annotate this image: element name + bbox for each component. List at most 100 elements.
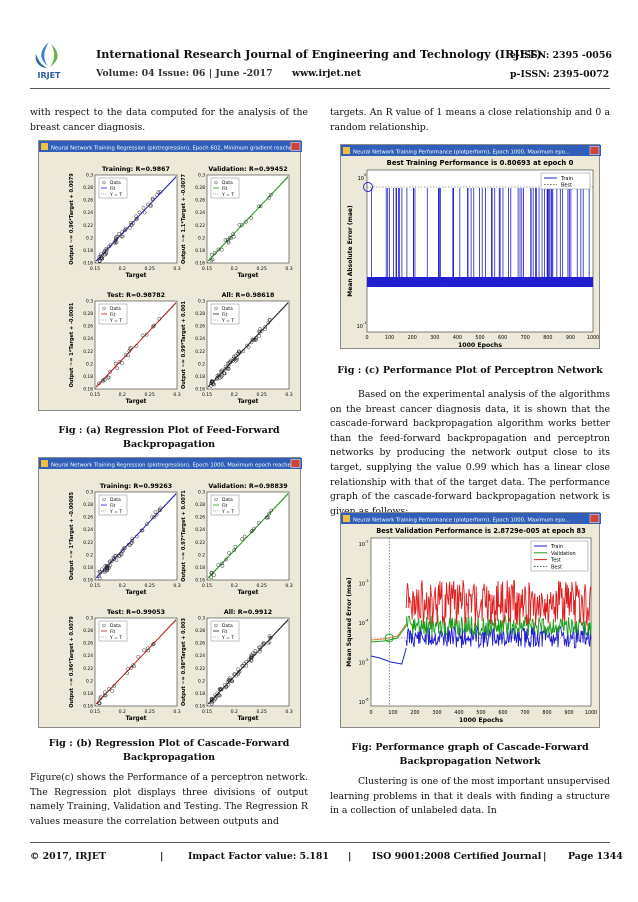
data-point bbox=[110, 689, 115, 693]
data-point bbox=[157, 317, 162, 321]
x-tick-label: 0.25 bbox=[145, 266, 155, 272]
x-tick-label: 800 bbox=[542, 710, 551, 716]
data-point bbox=[98, 695, 103, 699]
window-title: Neural Network Training Performance (plo… bbox=[353, 150, 570, 156]
data-point bbox=[150, 197, 155, 202]
data-point bbox=[231, 232, 235, 237]
y-tick-label: 0.26 bbox=[195, 198, 205, 204]
y-tick-label: 0.28 bbox=[83, 311, 93, 317]
legend-data-marker bbox=[102, 623, 106, 628]
data-point bbox=[152, 515, 156, 520]
left-intro: with respect to the data computed for th… bbox=[30, 107, 308, 133]
window-title: Neural Network Training Regression (plot… bbox=[51, 146, 298, 152]
x-tick-label: 400 bbox=[454, 710, 463, 716]
data-point bbox=[132, 664, 136, 669]
panel-title: Training: R=0.99263 bbox=[100, 483, 172, 490]
data-point bbox=[237, 223, 242, 227]
legend-label: Y = T bbox=[109, 192, 122, 198]
y-tick-label: 0.18 bbox=[195, 565, 205, 571]
x-tick-label: 0.15 bbox=[90, 266, 100, 272]
data-point bbox=[254, 336, 258, 340]
window-titlebar bbox=[39, 458, 302, 469]
data-point bbox=[120, 234, 125, 239]
figure-b-regression-plot: Neural Network Training Regression (plot… bbox=[39, 458, 302, 722]
x-tick-label: 0.15 bbox=[202, 266, 212, 272]
x-tick-label: 1000 bbox=[587, 335, 599, 341]
data-point bbox=[117, 360, 122, 364]
data-point bbox=[223, 685, 228, 690]
data-point bbox=[269, 508, 274, 513]
x-tick-label: 600 bbox=[498, 710, 507, 716]
y-tick-label: 0.18 bbox=[83, 691, 93, 697]
y-tick-label: 0.22 bbox=[195, 540, 205, 546]
x-tick-label: 0.3 bbox=[173, 392, 180, 398]
data-point bbox=[220, 373, 225, 378]
y-tick-label: 0.26 bbox=[83, 324, 93, 330]
data-point bbox=[129, 345, 133, 350]
x-tick-label: 0.3 bbox=[285, 392, 292, 398]
x-tick-label: 0.25 bbox=[257, 266, 267, 272]
plot-title: Best Validation Performance is 2.8729e-0… bbox=[376, 527, 586, 535]
right-paragraph-clustering: Clustering is one of the most important … bbox=[330, 776, 611, 817]
footer-rule bbox=[30, 842, 610, 843]
data-point bbox=[240, 537, 244, 542]
x-tick-label: 0.2 bbox=[231, 392, 238, 398]
legend-data-marker bbox=[102, 306, 106, 311]
legend-label: Best bbox=[551, 564, 562, 570]
test-curve-early bbox=[370, 623, 407, 641]
data-point bbox=[214, 694, 218, 699]
data-point bbox=[259, 328, 264, 333]
data-point bbox=[131, 221, 136, 225]
caption-a: Fig : (a) Regression Plot of Feed-Forwar… bbox=[58, 425, 280, 450]
data-point bbox=[102, 252, 107, 257]
figure-b-window: Neural Network Training Regression (plot… bbox=[38, 457, 302, 728]
data-point bbox=[213, 250, 217, 255]
y-tick-label: 0.16 bbox=[195, 704, 205, 710]
data-point bbox=[108, 559, 112, 564]
x-tick-label: 200 bbox=[410, 710, 419, 716]
footer-sep-2: | bbox=[348, 851, 352, 862]
data-point bbox=[209, 380, 214, 385]
panel-ylabel: Output ~= 1*Target + -0.00085 bbox=[69, 491, 75, 580]
y-tick-label: 0.28 bbox=[195, 185, 205, 191]
data-point bbox=[155, 193, 159, 198]
x-tick-label: 500 bbox=[476, 710, 485, 716]
data-point bbox=[136, 655, 141, 659]
caption-c: Fig : (c) Performance Plot of Perceptron… bbox=[337, 365, 603, 376]
legend-label: Train bbox=[550, 544, 563, 550]
y-tick-label: 0.3 bbox=[198, 616, 205, 622]
y-tick-label: 0.2 bbox=[198, 235, 205, 241]
panel-title: All: R=0.9912 bbox=[224, 609, 272, 616]
y-tick-exponent: -2 bbox=[365, 540, 369, 544]
x-tick-label: 0.2 bbox=[231, 583, 238, 589]
legend-label: Data bbox=[222, 497, 233, 503]
data-point bbox=[212, 573, 216, 578]
y-tick-label: 0.18 bbox=[195, 248, 205, 254]
legend-box bbox=[98, 620, 128, 642]
x-tick-label: 0.15 bbox=[202, 583, 212, 589]
fit-line bbox=[95, 619, 177, 705]
x-tick-label: 900 bbox=[564, 710, 573, 716]
data-point bbox=[254, 337, 259, 342]
data-point bbox=[104, 568, 109, 573]
data-point bbox=[131, 663, 135, 667]
data-point bbox=[151, 324, 155, 329]
legend-label: Test bbox=[550, 558, 561, 564]
plot-ylabel: Mean Squared Error (mse) bbox=[346, 577, 353, 667]
legend-data-marker bbox=[102, 497, 106, 502]
legend-box bbox=[98, 177, 128, 199]
train-base-band bbox=[367, 277, 593, 287]
data-point bbox=[128, 225, 132, 230]
data-point bbox=[257, 645, 262, 650]
y-tick-label: 10 bbox=[359, 542, 365, 548]
x-tick-label: 1000 bbox=[585, 710, 597, 716]
panel-title: Test: R=0.99053 bbox=[107, 609, 165, 616]
data-point bbox=[248, 658, 253, 662]
data-point bbox=[223, 238, 228, 242]
data-point bbox=[99, 252, 103, 257]
data-point bbox=[263, 327, 267, 331]
data-point bbox=[145, 522, 149, 526]
y-tick-label: 0.22 bbox=[195, 666, 205, 672]
data-point bbox=[257, 334, 261, 338]
website-link[interactable]: www.irjet.net bbox=[292, 68, 362, 79]
